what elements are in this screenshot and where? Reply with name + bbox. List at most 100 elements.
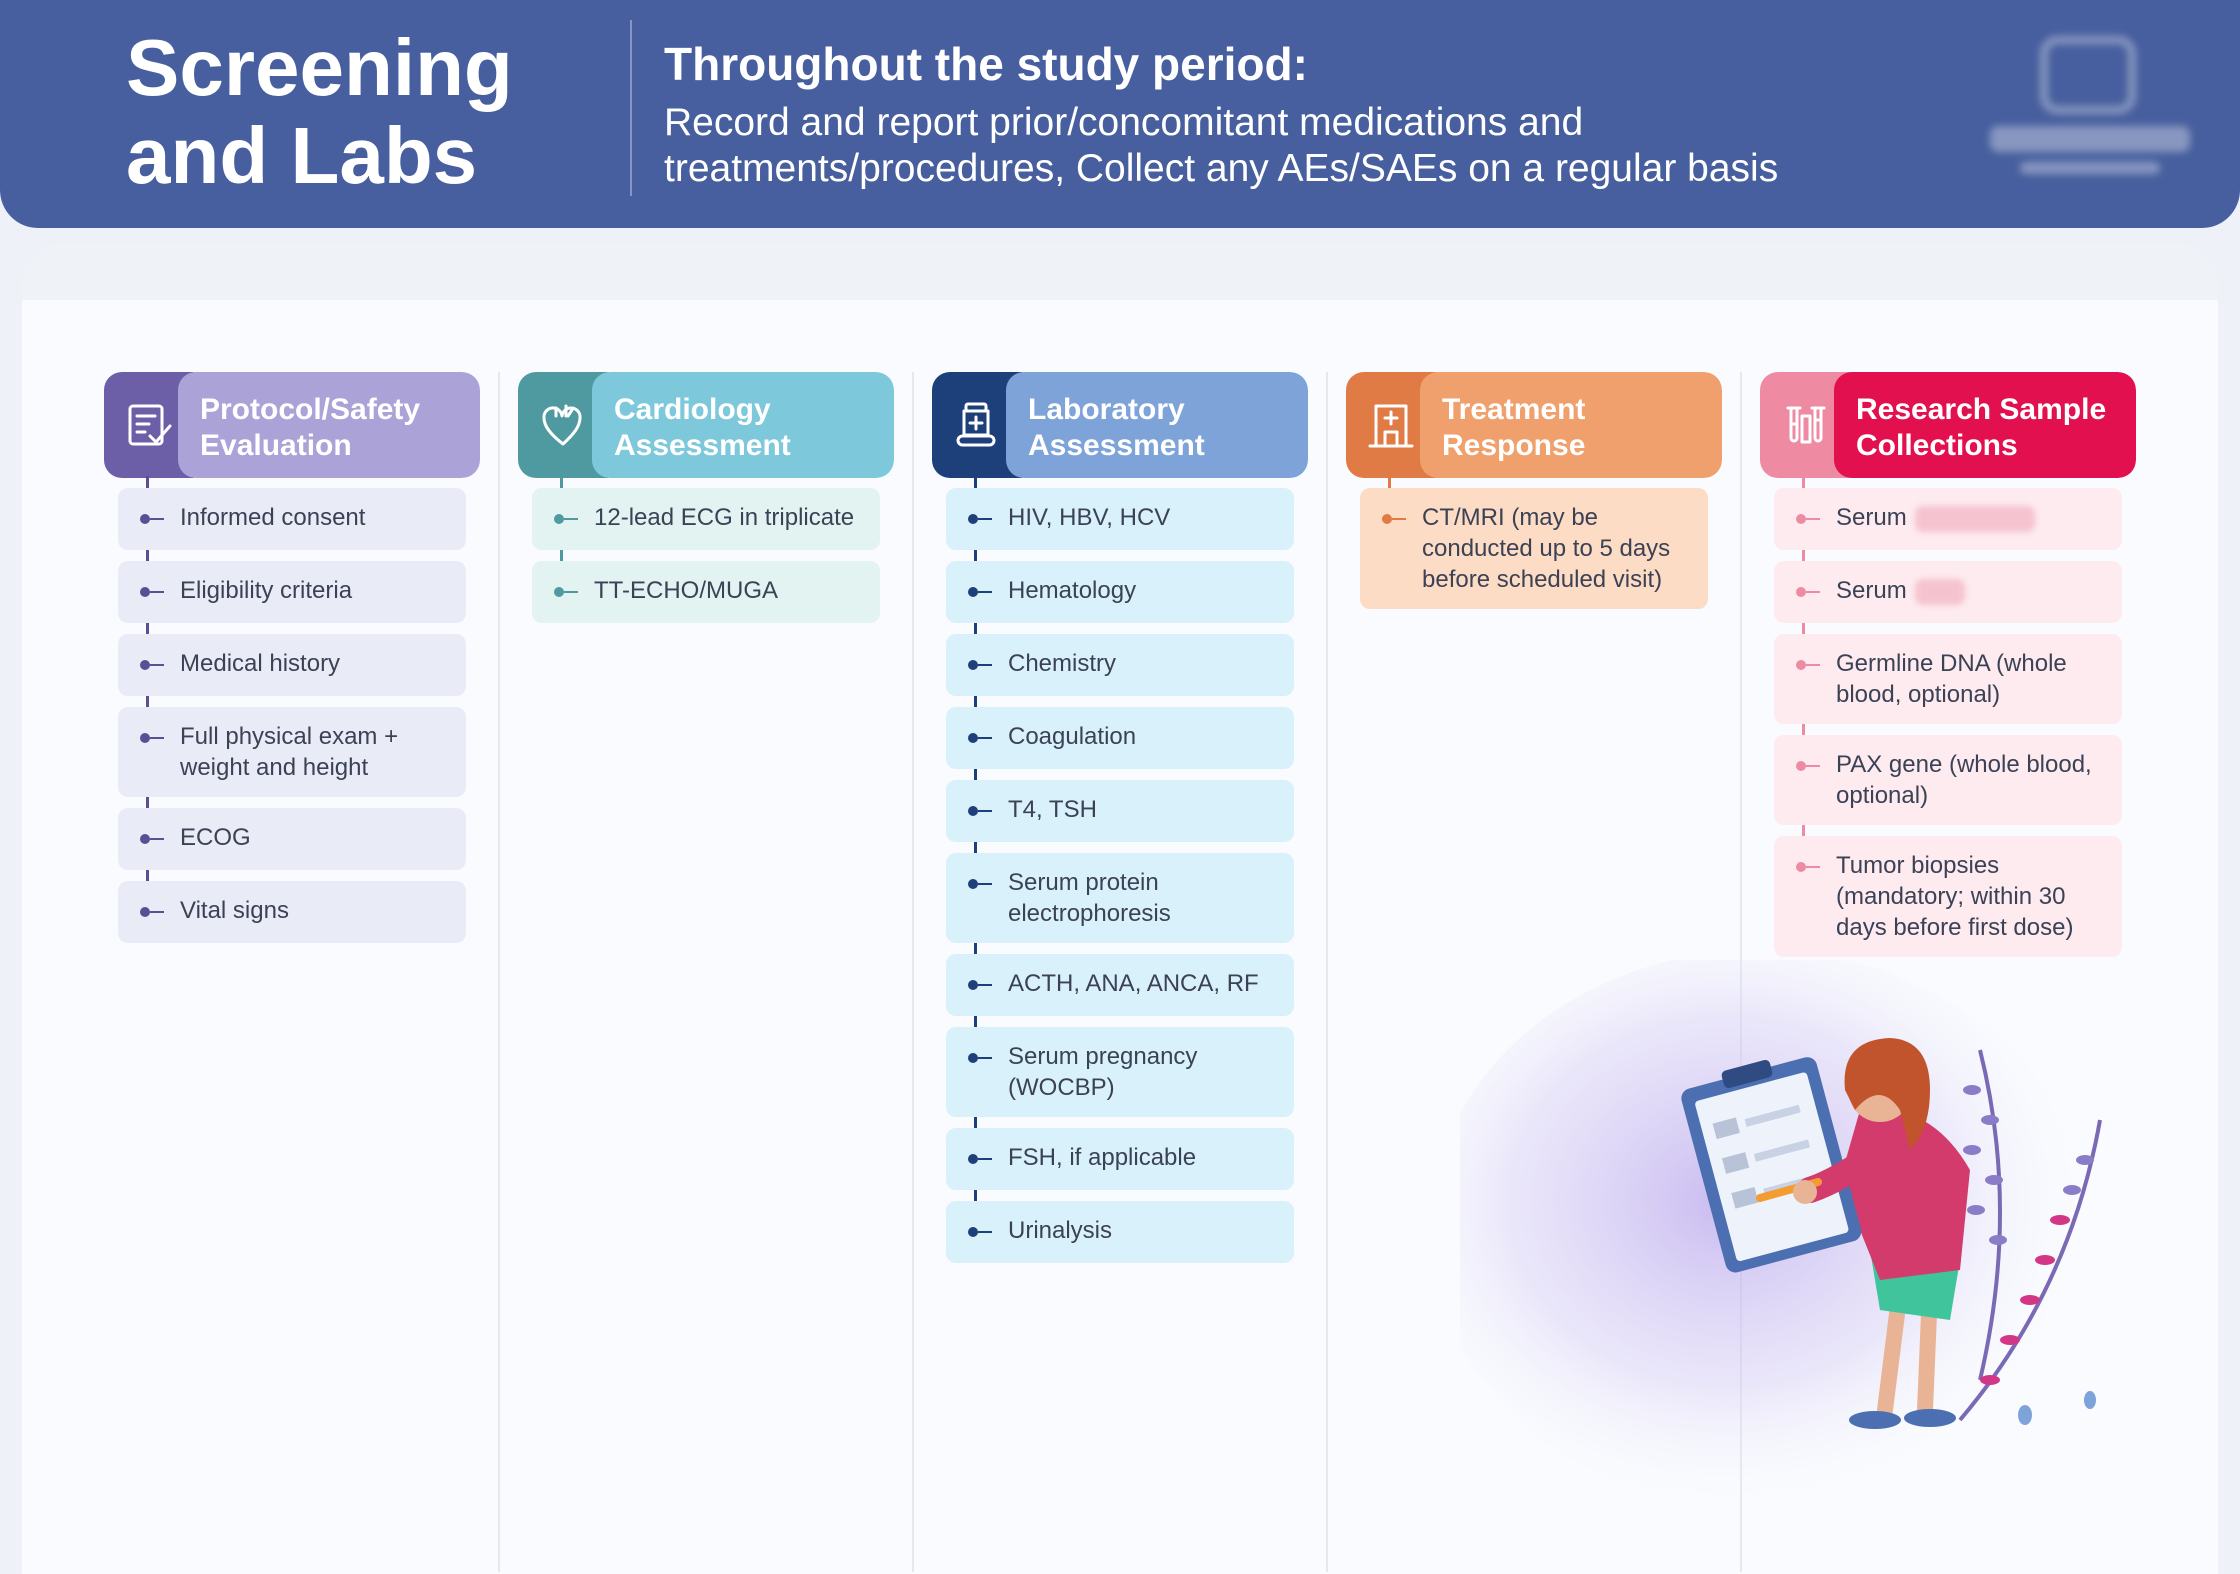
list-item: Eligibility criteria	[118, 561, 466, 623]
list-item: CT/MRI (may be conducted up to 5 days be…	[1360, 488, 1708, 609]
list-item: ACTH, ANA, ANCA, RF	[946, 954, 1294, 1016]
item-list: Serum Serum Germline DNA (whole blood, o…	[1760, 476, 2136, 957]
bullet-tick	[1806, 591, 1820, 593]
column-title: Cardiology Assessment	[592, 372, 894, 478]
list-item: FSH, if applicable	[946, 1128, 1294, 1190]
bullet-tick	[978, 1158, 992, 1160]
bullet-tick	[150, 838, 164, 840]
bullet-dot	[1796, 660, 1806, 670]
logo-wordmark	[1990, 126, 2190, 152]
logo-tagline	[2020, 162, 2160, 174]
item-label: ACTH, ANA, ANCA, RF	[1008, 970, 1259, 997]
bullet-dot	[968, 806, 978, 816]
column-divider	[912, 372, 914, 1572]
item-label: T4, TSH	[1008, 796, 1097, 823]
item-label: PAX gene (whole blood, optional)	[1836, 751, 2092, 809]
item-list: CT/MRI (may be conducted up to 5 days be…	[1346, 476, 1722, 609]
list-item: Serum pregnancy (WOCBP)	[946, 1027, 1294, 1117]
column-header: Cardiology Assessment	[518, 372, 894, 478]
list-item: Vital signs	[118, 881, 466, 943]
bullet-tick	[978, 1231, 992, 1233]
bullet-dot	[1796, 587, 1806, 597]
bullet-tick	[1806, 518, 1820, 520]
item-label: Medical history	[180, 650, 341, 677]
bullet-dot	[140, 733, 150, 743]
column-treatment-response: Treatment Response CT/MRI (may be conduc…	[1346, 372, 1722, 620]
bullet-dot	[968, 879, 978, 889]
woman-clipboard-illustration	[1460, 960, 2102, 1510]
column-title: Laboratory Assessment	[1006, 372, 1308, 478]
bullet-dot	[140, 907, 150, 917]
column-protocol-safety: Protocol/Safety Evaluation Informed cons…	[104, 372, 480, 954]
list-item: Serum protein electrophoresis	[946, 853, 1294, 943]
bullet-dot	[968, 660, 978, 670]
column-header: Research Sample Collections	[1760, 372, 2136, 478]
list-item: Serum	[1774, 488, 2122, 550]
item-list: 12-lead ECG in triplicate TT-ECHO/MUGA	[518, 476, 894, 623]
list-item: HIV, HBV, HCV	[946, 488, 1294, 550]
page-title: Screening and Labs	[126, 23, 513, 200]
column-laboratory: Laboratory Assessment HIV, HBV, HCV Hema…	[932, 372, 1308, 1274]
item-label: Vital signs	[180, 897, 289, 924]
bullet-tick	[150, 911, 164, 913]
bullet-tick	[978, 518, 992, 520]
item-label: Chemistry	[1008, 650, 1117, 677]
bullet-dot	[968, 1154, 978, 1164]
list-item: PAX gene (whole blood, optional)	[1774, 735, 2122, 825]
bullet-dot	[554, 514, 564, 524]
item-label: Hematology	[1008, 577, 1137, 604]
item-label: Urinalysis	[1008, 1217, 1113, 1244]
column-title: Research Sample Collections	[1834, 372, 2136, 478]
bullet-tick	[1392, 518, 1406, 520]
redacted-text	[1914, 505, 2035, 532]
list-item: Chemistry	[946, 634, 1294, 696]
list-item: TT-ECHO/MUGA	[532, 561, 880, 623]
column-header: Protocol/Safety Evaluation	[104, 372, 480, 478]
item-label: Eligibility criteria	[180, 577, 353, 604]
list-item: ECOG	[118, 808, 466, 870]
bullet-tick	[150, 664, 164, 666]
item-label: 12-lead ECG in triplicate	[594, 504, 855, 531]
item-label: Germline DNA (whole blood, optional)	[1836, 650, 2067, 708]
column-header: Laboratory Assessment	[932, 372, 1308, 478]
bullet-tick	[978, 737, 992, 739]
bullet-dot	[968, 514, 978, 524]
bullet-dot	[1382, 514, 1392, 524]
item-label: CT/MRI (may be conducted up to 5 days be…	[1422, 504, 1671, 593]
list-item: Tumor biopsies (mandatory; within 30 day…	[1774, 836, 2122, 957]
bullet-dot	[968, 1053, 978, 1063]
list-item: 12-lead ECG in triplicate	[532, 488, 880, 550]
item-list: HIV, HBV, HCV Hematology Chemistry Coagu…	[932, 476, 1308, 1263]
list-item: Full physical exam + weight and height	[118, 707, 466, 797]
list-item: Urinalysis	[946, 1201, 1294, 1263]
item-label: Informed consent	[180, 504, 366, 531]
bullet-dot	[140, 514, 150, 524]
bullet-dot	[1796, 514, 1806, 524]
bullet-tick	[978, 883, 992, 885]
list-item: Serum	[1774, 561, 2122, 623]
bullet-tick	[978, 984, 992, 986]
item-label: Serum	[1836, 504, 1907, 531]
bullet-dot	[140, 587, 150, 597]
item-label: Tumor biopsies (mandatory; within 30 day…	[1836, 852, 2074, 941]
column-title: Treatment Response	[1420, 372, 1722, 478]
column-divider	[1326, 372, 1328, 1572]
item-label: Coagulation	[1008, 723, 1137, 750]
bullet-dot	[968, 980, 978, 990]
list-item: Germline DNA (whole blood, optional)	[1774, 634, 2122, 724]
column-research-sample: Research Sample Collections Serum Serum …	[1760, 372, 2136, 968]
column-header: Treatment Response	[1346, 372, 1722, 478]
bullet-tick	[978, 664, 992, 666]
list-item: Hematology	[946, 561, 1294, 623]
bullet-dot	[968, 733, 978, 743]
logo-mark-icon	[2040, 36, 2136, 114]
bullet-tick	[564, 591, 578, 593]
item-label: ECOG	[180, 824, 251, 851]
list-item: Medical history	[118, 634, 466, 696]
redacted-text	[1914, 578, 1965, 605]
bullet-tick	[150, 737, 164, 739]
bullet-tick	[978, 591, 992, 593]
header-divider	[630, 20, 632, 196]
bullet-dot	[140, 834, 150, 844]
bullet-tick	[564, 518, 578, 520]
